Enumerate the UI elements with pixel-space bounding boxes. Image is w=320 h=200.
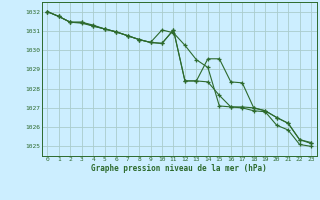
X-axis label: Graphe pression niveau de la mer (hPa): Graphe pression niveau de la mer (hPa) [91, 164, 267, 173]
